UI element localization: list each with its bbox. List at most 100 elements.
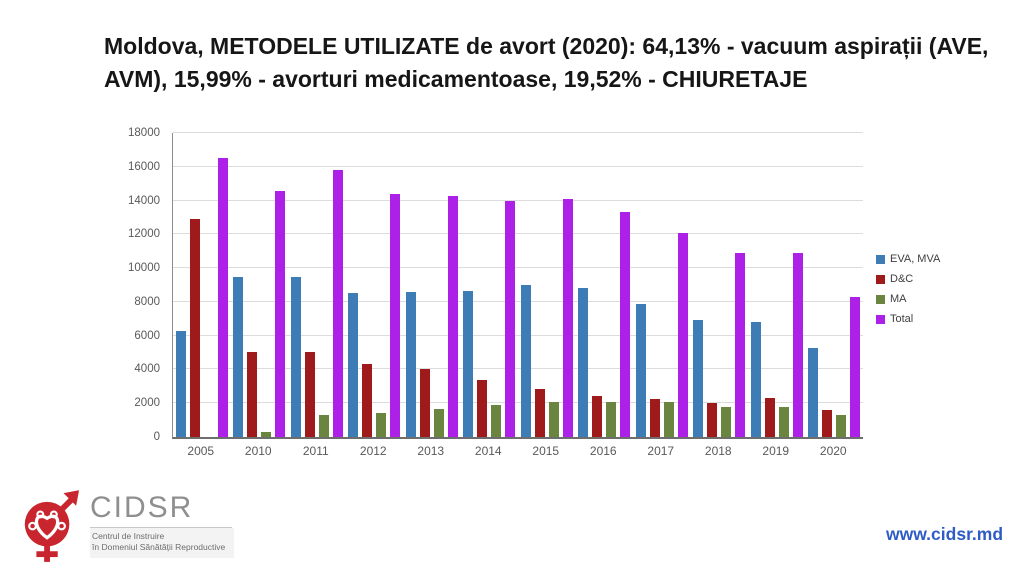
bar-ma bbox=[606, 402, 617, 437]
bar-eva-mva bbox=[693, 319, 704, 437]
cidsr-logo-name: CIDSR bbox=[90, 491, 194, 524]
gridline bbox=[173, 334, 863, 336]
bar-total bbox=[792, 252, 803, 437]
bar-group bbox=[173, 133, 231, 437]
bar-d-c bbox=[707, 403, 718, 437]
bar-group bbox=[461, 133, 519, 437]
bar-group bbox=[806, 133, 864, 437]
y-tick-label: 6000 bbox=[134, 329, 160, 342]
chart-legend: EVA, MVA D&C MA Total bbox=[876, 253, 940, 333]
x-tick-label: 2010 bbox=[244, 444, 272, 458]
bar-d-c bbox=[592, 396, 603, 437]
bar-eva-mva bbox=[233, 276, 244, 437]
x-tick-label: 2019 bbox=[762, 444, 790, 458]
bar-group bbox=[288, 133, 346, 437]
bar-total bbox=[677, 232, 688, 437]
y-tick-label: 0 bbox=[153, 431, 160, 443]
y-tick-label: 18000 bbox=[128, 127, 160, 139]
bar-total bbox=[217, 158, 228, 437]
cidsr-logo-subtitle-line1: Centrul de Instruire bbox=[92, 531, 165, 541]
bar-total bbox=[562, 198, 573, 437]
cidsr-logo-subtitle-line2: în Domeniul Sănătății Reproductive bbox=[92, 542, 226, 553]
bar-ma bbox=[778, 406, 789, 437]
bar-eva-mva bbox=[808, 347, 819, 437]
legend-item: MA bbox=[876, 293, 940, 305]
bar-d-c bbox=[764, 398, 775, 437]
x-tick-label: 2011 bbox=[302, 444, 329, 458]
y-tick-label: 12000 bbox=[128, 228, 160, 241]
legend-item: EVA, MVA bbox=[876, 253, 940, 265]
slide-title: Moldova, METODELE UTILIZATE de avort (20… bbox=[104, 33, 989, 93]
bar-eva-mva bbox=[405, 291, 416, 437]
gridline bbox=[173, 267, 863, 269]
gridline bbox=[173, 300, 863, 302]
legend-label: EVA, MVA bbox=[890, 253, 941, 265]
legend-swatch-icon bbox=[876, 294, 885, 304]
legend-label: Total bbox=[890, 313, 914, 325]
gridline bbox=[173, 165, 863, 167]
plot-area bbox=[172, 132, 863, 439]
bar-ma bbox=[663, 402, 674, 437]
bar-group bbox=[518, 133, 576, 437]
bar-eva-mva bbox=[348, 293, 359, 437]
bar-d-c bbox=[362, 363, 373, 437]
bar-total bbox=[505, 201, 516, 437]
x-tick-label: 2018 bbox=[704, 444, 732, 458]
bar-total bbox=[850, 296, 861, 437]
x-tick-label: 2014 bbox=[474, 444, 502, 458]
bar-d-c bbox=[477, 380, 488, 437]
bar-d-c bbox=[649, 399, 660, 437]
x-tick-label: 2016 bbox=[589, 444, 617, 458]
y-tick-label: 2000 bbox=[134, 397, 160, 410]
bar-ma bbox=[836, 414, 847, 437]
legend-item: D&C bbox=[876, 273, 940, 285]
bar-eva-mva bbox=[290, 276, 301, 437]
cidsr-logo: CIDSR Centrul de Instruire în Domeniul S… bbox=[18, 489, 234, 567]
bar-d-c bbox=[247, 351, 258, 437]
gridline bbox=[173, 402, 863, 404]
bar-total bbox=[332, 170, 343, 437]
cidsr-logo-text: CIDSR Centrul de Instruire în Domeniul S… bbox=[90, 493, 234, 558]
logo-divider bbox=[90, 527, 232, 528]
bar-d-c bbox=[419, 369, 430, 437]
bar-ma bbox=[318, 415, 329, 437]
bar-d-c bbox=[189, 219, 200, 437]
gridline bbox=[173, 233, 863, 235]
legend-label: MA bbox=[890, 293, 907, 305]
y-tick-label: 16000 bbox=[128, 160, 160, 173]
bar-ma bbox=[376, 413, 387, 437]
legend-label: D&C bbox=[890, 273, 914, 285]
x-tick-label: 2020 bbox=[819, 444, 847, 458]
bar-total bbox=[447, 196, 458, 437]
bar-group bbox=[633, 133, 691, 437]
x-tick-label: 2013 bbox=[417, 444, 445, 458]
bar-eva-mva bbox=[175, 331, 186, 437]
bar-eva-mva bbox=[750, 322, 761, 437]
bar-eva-mva bbox=[520, 285, 531, 437]
bar-group bbox=[576, 133, 634, 437]
x-tick-label: 2012 bbox=[359, 444, 387, 458]
legend-swatch-icon bbox=[876, 314, 885, 324]
bar-d-c bbox=[534, 388, 545, 437]
bar-group bbox=[403, 133, 461, 437]
bar-ma bbox=[491, 404, 502, 437]
x-tick-label: 2005 bbox=[187, 444, 215, 458]
bar-total bbox=[620, 212, 631, 437]
bar-total bbox=[390, 193, 401, 437]
bar-eva-mva bbox=[463, 290, 474, 437]
legend-swatch-icon bbox=[876, 274, 885, 284]
legend-swatch-icon bbox=[876, 254, 885, 264]
x-axis: 2005 2010 2011 2012 2013 2014 2015 2016 2017 2018… bbox=[172, 444, 862, 458]
bar-d-c bbox=[822, 409, 833, 437]
bar-eva-mva bbox=[635, 303, 646, 437]
gridline bbox=[173, 132, 863, 133]
bar-ma bbox=[261, 431, 272, 437]
bar-groups bbox=[173, 133, 863, 437]
website-link[interactable]: www.cidsr.md bbox=[886, 524, 1004, 544]
y-tick-label: 4000 bbox=[134, 363, 160, 376]
bar-ma bbox=[721, 406, 732, 437]
gridline bbox=[173, 368, 863, 370]
bar-group bbox=[346, 133, 404, 437]
bar-d-c bbox=[304, 351, 315, 437]
